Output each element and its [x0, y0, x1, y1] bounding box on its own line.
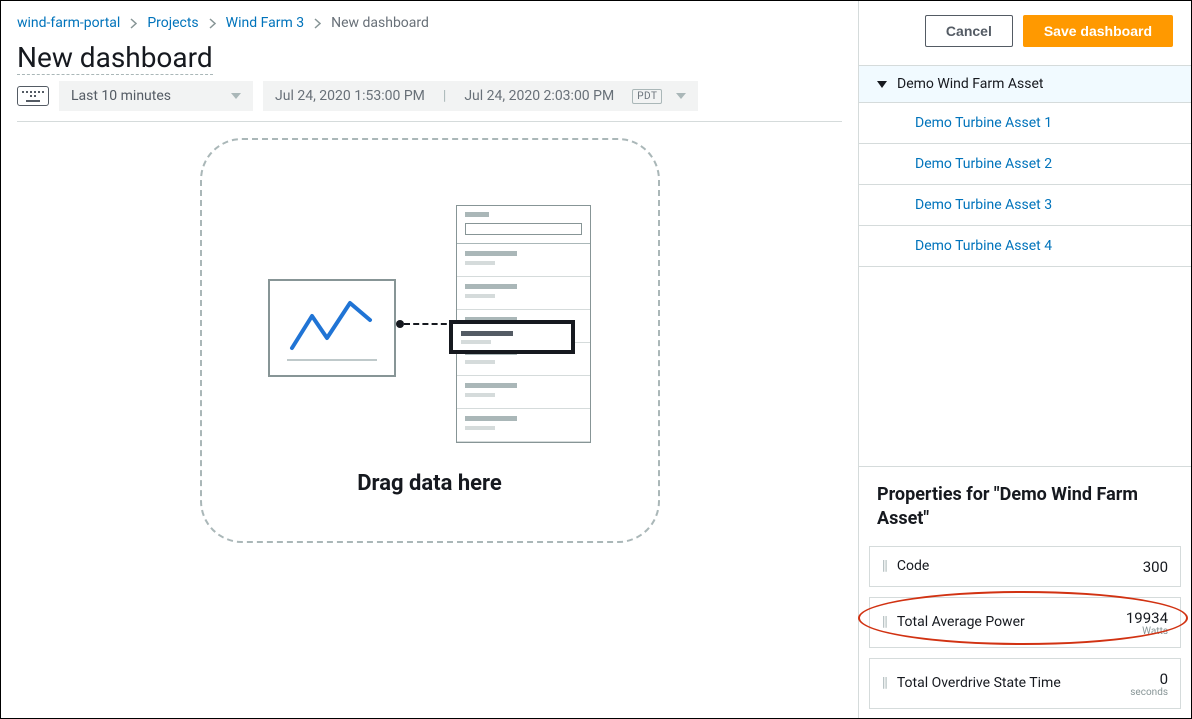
asset-tree-child[interactable]: Demo Turbine Asset 2 [859, 144, 1191, 185]
drop-zone[interactable]: Drag data here [200, 138, 660, 543]
breadcrumb: wind-farm-portal Projects Wind Farm 3 Ne… [17, 15, 842, 31]
asset-tree: Demo Wind Farm Asset Demo Turbine Asset … [859, 66, 1191, 267]
asset-tree-child[interactable]: Demo Turbine Asset 1 [859, 103, 1191, 144]
asset-parent-label: Demo Wind Farm Asset [897, 76, 1043, 92]
drag-handle-icon[interactable]: || [882, 675, 887, 691]
property-row-code[interactable]: || Code 300 [869, 546, 1181, 587]
property-label: Code [897, 558, 1143, 574]
cancel-button[interactable]: Cancel [925, 15, 1013, 47]
spacer [859, 267, 1191, 467]
property-value: 300 [1143, 558, 1168, 576]
property-unit: Watts [1126, 627, 1168, 637]
drop-label: Drag data here [357, 471, 502, 496]
properties-heading: Properties for "Demo Wind Farm Asset" [859, 467, 1191, 546]
drag-handle-icon[interactable]: || [882, 614, 887, 630]
asset-tree-child[interactable]: Demo Turbine Asset 4 [859, 226, 1191, 267]
caret-down-icon [231, 93, 241, 99]
caret-down-icon [877, 81, 887, 88]
caret-down-icon[interactable] [676, 93, 686, 99]
property-value: 0 [1160, 670, 1168, 688]
time-start: Jul 24, 2020 1:53:00 PM [275, 88, 425, 104]
save-dashboard-button[interactable]: Save dashboard [1023, 15, 1173, 47]
time-range-label: Last 10 minutes [71, 88, 171, 104]
list-icon [456, 205, 591, 443]
drag-handle-icon[interactable]: || [882, 558, 887, 574]
time-window: Jul 24, 2020 1:53:00 PM | Jul 24, 2020 2… [263, 81, 698, 111]
chart-icon [268, 279, 396, 377]
property-value: 19934 [1126, 609, 1168, 627]
property-row-overdrive-time[interactable]: || Total Overdrive State Time 0 seconds [869, 658, 1181, 709]
property-row-total-average-power[interactable]: || Total Average Power 19934 Watts [869, 597, 1181, 648]
chevron-right-icon [209, 18, 216, 29]
keyboard-icon[interactable] [17, 86, 49, 106]
asset-tree-parent[interactable]: Demo Wind Farm Asset [859, 66, 1191, 103]
breadcrumb-link-windfarm3[interactable]: Wind Farm 3 [226, 15, 304, 31]
property-label: Total Overdrive State Time [897, 675, 1130, 691]
page-title[interactable]: New dashboard [17, 41, 213, 75]
breadcrumb-link-projects[interactable]: Projects [147, 15, 198, 31]
breadcrumb-link-portal[interactable]: wind-farm-portal [17, 15, 120, 31]
breadcrumb-current: New dashboard [331, 15, 429, 31]
separator: | [443, 88, 446, 104]
connector-icon [396, 320, 456, 328]
chevron-right-icon [130, 18, 137, 29]
time-range-dropdown[interactable]: Last 10 minutes [59, 81, 253, 111]
drop-illustration [268, 205, 591, 443]
property-label: Total Average Power [897, 614, 1126, 630]
chevron-right-icon [314, 18, 321, 29]
time-end: Jul 24, 2020 2:03:00 PM [464, 88, 614, 104]
timezone-badge: PDT [632, 89, 662, 104]
divider [17, 121, 842, 122]
property-unit: seconds [1130, 688, 1168, 698]
asset-tree-child[interactable]: Demo Turbine Asset 3 [859, 185, 1191, 226]
